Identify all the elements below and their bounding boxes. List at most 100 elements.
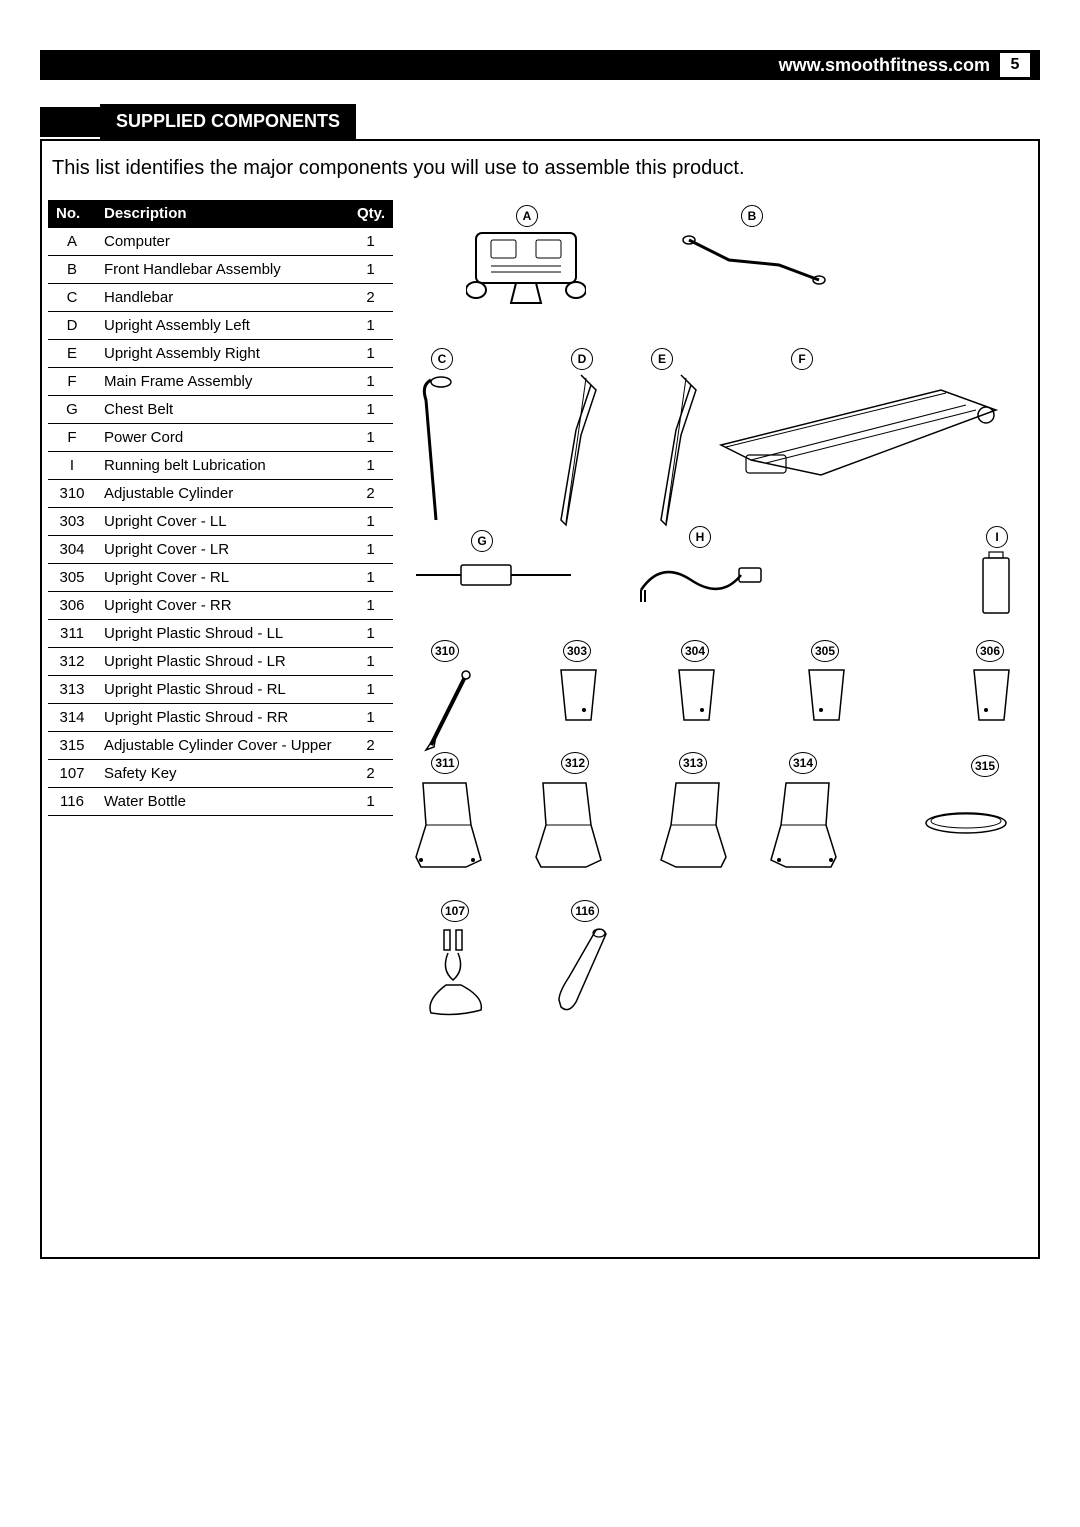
- cell-qty: 2: [348, 760, 393, 788]
- cell-qty: 1: [348, 564, 393, 592]
- part-C-handlebar-icon: [416, 370, 486, 530]
- label-304: 304: [681, 640, 709, 662]
- label-A: A: [516, 205, 538, 227]
- section-title-row: SUPPLIED COMPONENTS: [40, 104, 1040, 139]
- col-qty: Qty.: [348, 200, 393, 228]
- part-313-shroud-icon: [651, 775, 731, 875]
- cell-no: 311: [48, 620, 96, 648]
- cell-desc: Chest Belt: [96, 396, 348, 424]
- label-C: C: [431, 348, 453, 370]
- part-116-water-bottle-icon: [541, 922, 621, 1022]
- table-row: FPower Cord1: [48, 424, 393, 452]
- table-row: 315Adjustable Cylinder Cover - Upper2: [48, 732, 393, 760]
- table-row: DUpright Assembly Left1: [48, 312, 393, 340]
- label-305: 305: [811, 640, 839, 662]
- cell-no: 304: [48, 536, 96, 564]
- label-D: D: [571, 348, 593, 370]
- parts-table: No. Description Qty. AComputer1BFront Ha…: [48, 200, 393, 816]
- cell-desc: Handlebar: [96, 284, 348, 312]
- cell-no: F: [48, 424, 96, 452]
- intro-text: This list identifies the major component…: [42, 141, 1038, 200]
- cell-no: F: [48, 368, 96, 396]
- cell-qty: 1: [348, 620, 393, 648]
- label-313: 313: [679, 752, 707, 774]
- table-row: 313Upright Plastic Shroud - RL1: [48, 676, 393, 704]
- label-310: 310: [431, 640, 459, 662]
- table-row: 314Upright Plastic Shroud - RR1: [48, 704, 393, 732]
- part-306-cover-icon: [969, 665, 1014, 730]
- label-306: 306: [976, 640, 1004, 662]
- label-G: G: [471, 530, 493, 552]
- cell-qty: 2: [348, 284, 393, 312]
- cell-qty: 1: [348, 788, 393, 816]
- cell-desc: Upright Cover - LR: [96, 536, 348, 564]
- cell-no: 313: [48, 676, 96, 704]
- cell-qty: 1: [348, 312, 393, 340]
- cell-no: 310: [48, 480, 96, 508]
- label-303: 303: [563, 640, 591, 662]
- cell-desc: Upright Cover - RL: [96, 564, 348, 592]
- cell-desc: Safety Key: [96, 760, 348, 788]
- part-F-main-frame-icon: [711, 375, 1001, 495]
- cell-desc: Upright Assembly Left: [96, 312, 348, 340]
- table-row: 303Upright Cover - LL1: [48, 508, 393, 536]
- part-G-chest-belt-icon: [411, 555, 581, 595]
- cell-desc: Water Bottle: [96, 788, 348, 816]
- cell-desc: Adjustable Cylinder: [96, 480, 348, 508]
- table-row: 305Upright Cover - RL1: [48, 564, 393, 592]
- cell-desc: Upright Plastic Shroud - LL: [96, 620, 348, 648]
- cell-qty: 1: [348, 228, 393, 256]
- part-B-handlebar-assembly-icon: [679, 230, 829, 290]
- label-107: 107: [441, 900, 469, 922]
- cell-qty: 1: [348, 508, 393, 536]
- part-305-cover-icon: [804, 665, 849, 730]
- table-row: CHandlebar2: [48, 284, 393, 312]
- cell-no: G: [48, 396, 96, 424]
- page-number: 5: [1011, 56, 1020, 74]
- table-row: AComputer1: [48, 228, 393, 256]
- cell-desc: Power Cord: [96, 424, 348, 452]
- cell-no: I: [48, 452, 96, 480]
- part-311-shroud-icon: [411, 775, 491, 875]
- cell-qty: 1: [348, 368, 393, 396]
- label-E: E: [651, 348, 673, 370]
- table-row: 312Upright Plastic Shroud - LR1: [48, 648, 393, 676]
- part-303-cover-icon: [556, 665, 601, 730]
- cell-no: 315: [48, 732, 96, 760]
- table-row: IRunning belt Lubrication1: [48, 452, 393, 480]
- part-304-cover-icon: [674, 665, 719, 730]
- cell-desc: Upright Plastic Shroud - RL: [96, 676, 348, 704]
- title-leading-block: [40, 107, 100, 137]
- cell-desc: Upright Plastic Shroud - LR: [96, 648, 348, 676]
- cell-qty: 1: [348, 536, 393, 564]
- part-107-safety-key-icon: [416, 925, 496, 1020]
- content-wrap: No. Description Qty. AComputer1BFront Ha…: [42, 200, 1038, 816]
- cell-qty: 1: [348, 648, 393, 676]
- table-row: FMain Frame Assembly1: [48, 368, 393, 396]
- cell-qty: 1: [348, 676, 393, 704]
- label-I: I: [986, 526, 1008, 548]
- cell-no: 305: [48, 564, 96, 592]
- cell-no: 306: [48, 592, 96, 620]
- part-314-shroud-icon: [761, 775, 841, 875]
- cell-desc: Upright Cover - RR: [96, 592, 348, 620]
- table-row: 304Upright Cover - LR1: [48, 536, 393, 564]
- cell-no: D: [48, 312, 96, 340]
- label-F: F: [791, 348, 813, 370]
- part-310-cylinder-icon: [416, 665, 476, 755]
- part-D-upright-left-icon: [531, 370, 611, 530]
- part-H-power-cord-icon: [631, 550, 771, 610]
- cell-no: 107: [48, 760, 96, 788]
- diagram-area: A B C D: [411, 200, 1032, 816]
- cell-no: 314: [48, 704, 96, 732]
- cell-desc: Upright Cover - LL: [96, 508, 348, 536]
- table-row: 311Upright Plastic Shroud - LL1: [48, 620, 393, 648]
- table-row: BFront Handlebar Assembly1: [48, 256, 393, 284]
- header-url: www.smoothfitness.com: [779, 55, 990, 76]
- page-header: www.smoothfitness.com 5: [40, 50, 1040, 80]
- part-315-cylinder-cover-icon: [921, 808, 1011, 838]
- cell-no: E: [48, 340, 96, 368]
- table-row: 310Adjustable Cylinder2: [48, 480, 393, 508]
- cell-qty: 1: [348, 340, 393, 368]
- table-row: 116Water Bottle1: [48, 788, 393, 816]
